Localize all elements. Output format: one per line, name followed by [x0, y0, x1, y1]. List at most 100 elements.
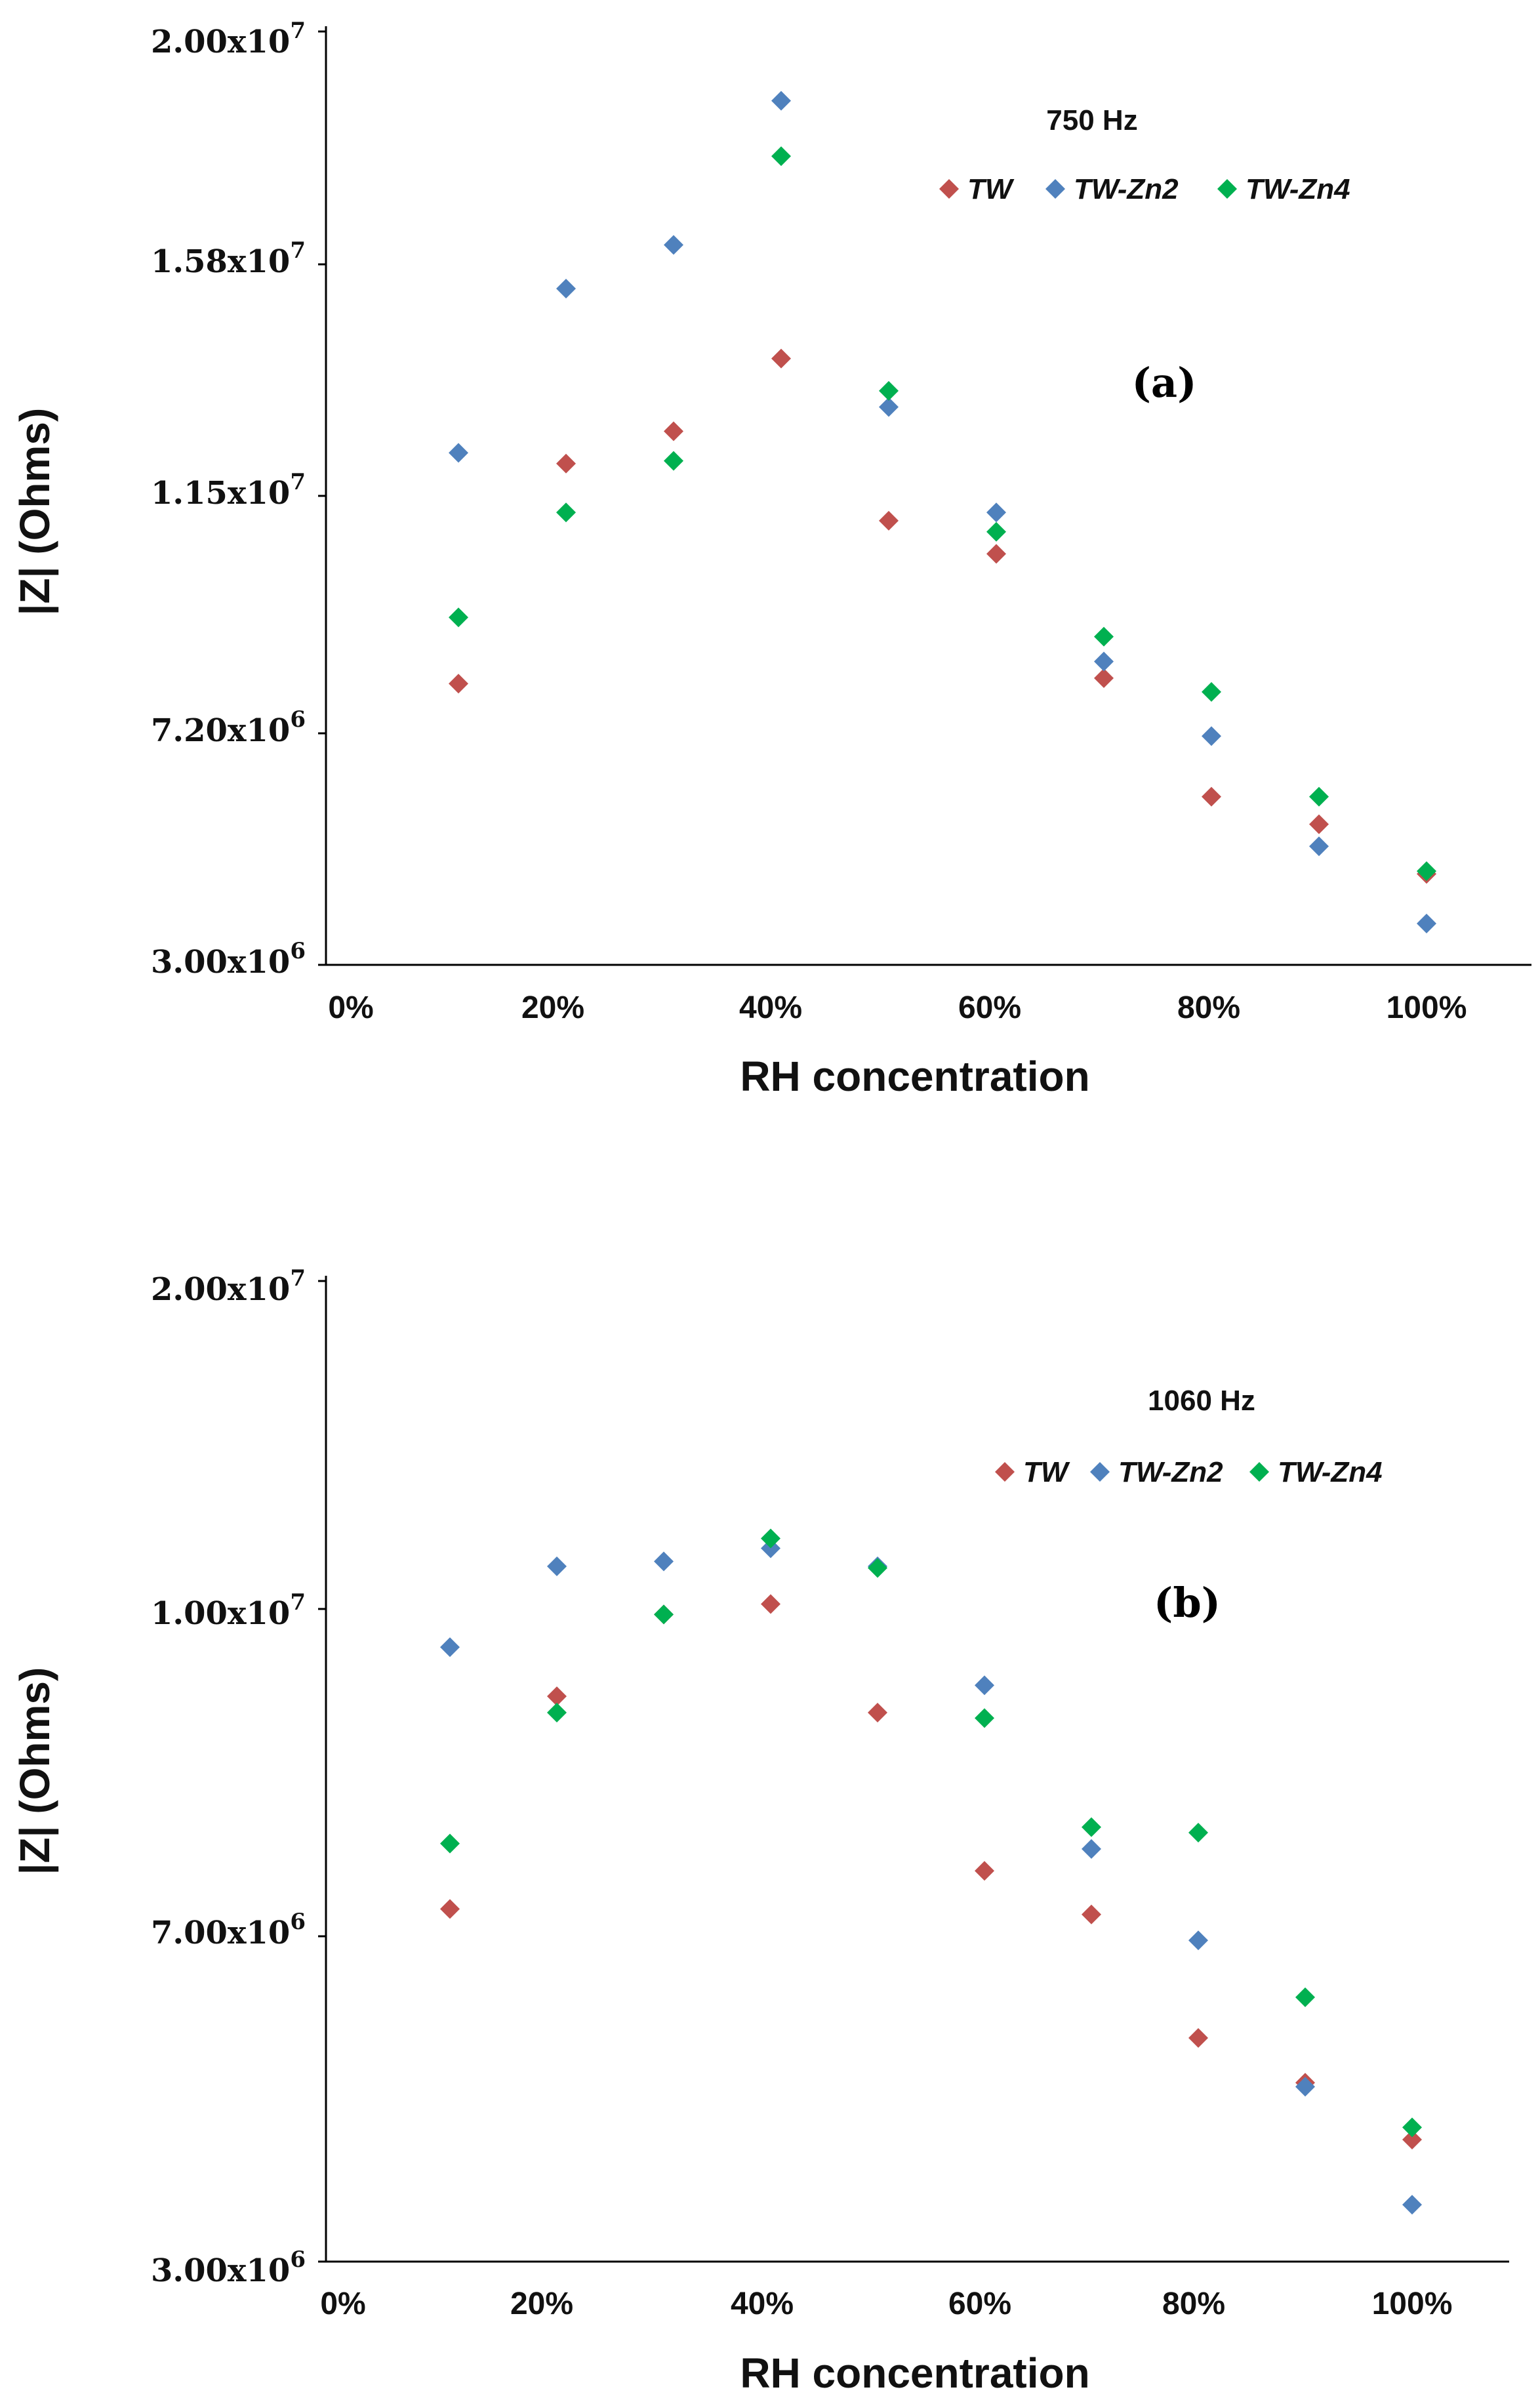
y-tick-label: 1.00x107 [151, 1589, 306, 1632]
frequency-annotation-a: 750 Hz [1046, 104, 1137, 136]
data-point-tw [771, 348, 791, 369]
panel-label-a: (a) [1132, 359, 1197, 407]
data-point-tw-zn2 [654, 1551, 674, 1572]
data-point-tw-zn4 [449, 607, 468, 628]
x-axis-title-a: RH concentration [740, 1053, 1089, 1100]
data-point-tw-zn4 [664, 451, 683, 471]
legend-label-tw: TW [967, 173, 1015, 205]
data-point-tw-zn2 [1417, 913, 1436, 933]
y-tick-label: 2.00x107 [151, 1265, 306, 1308]
legend-label-tw-zn4: TW-Zn4 [1278, 1456, 1383, 1488]
x-tick-label: 20% [521, 990, 584, 1025]
data-point-tw-zn2 [556, 278, 576, 298]
y-ticks-a: 3.00x106 7.20x106 1.15x107 1.58x107 2.00… [151, 18, 326, 981]
data-point-tw [1402, 2130, 1422, 2149]
x-ticks-b: 0% 20% 40% 60% 80% 100% [320, 2287, 1452, 2321]
x-tick-label: 20% [510, 2287, 573, 2321]
data-point-tw-zn4 [1202, 681, 1221, 702]
data-point-tw [1309, 814, 1329, 834]
chart-panel-a: 3.00x106 7.20x106 1.15x107 1.58x107 2.00… [11, 18, 1531, 1100]
data-point-tw-zn4 [1417, 861, 1436, 882]
data-point-tw-zn4 [771, 146, 791, 167]
x-tick-label: 40% [731, 2287, 794, 2321]
frequency-annotation-b: 1060 Hz [1148, 1385, 1255, 1417]
data-point-tw [1082, 1904, 1101, 1924]
data-point-tw [547, 1686, 567, 1707]
data-point-tw-zn2 [1188, 1930, 1208, 1951]
x-tick-label: 40% [739, 990, 802, 1025]
data-point-tw [986, 544, 1006, 564]
data-point-tw [664, 421, 683, 441]
data-point-tw-zn2 [1202, 726, 1221, 746]
x-tick-label: 0% [328, 990, 373, 1025]
data-point-tw [556, 453, 576, 474]
data-point-tw-zn4 [440, 1833, 460, 1854]
x-axis-title-b: RH concentration [740, 2349, 1089, 2397]
legend-marker-tw-zn4 [1217, 179, 1237, 199]
data-point-tw-zn4 [761, 1528, 780, 1549]
data-point-tw [1202, 786, 1221, 807]
data-point-tw-zn4 [986, 521, 1006, 542]
data-point-tw-zn4 [1188, 1822, 1208, 1842]
data-point-tw-zn2 [771, 91, 791, 111]
data-point-tw-zn2 [1094, 651, 1114, 672]
y-axis-title-b: |Z| (Ohms) [11, 1667, 59, 1875]
legend-marker-tw [939, 179, 959, 199]
x-tick-label: 100% [1372, 2287, 1453, 2321]
data-points-b [440, 1528, 1422, 2215]
data-point-tw-zn4 [547, 1703, 567, 1723]
data-point-tw-zn2 [440, 1637, 460, 1658]
data-point-tw [1188, 2028, 1208, 2048]
data-point-tw [868, 1703, 887, 1723]
data-point-tw-zn2 [547, 1556, 567, 1576]
x-ticks-a: 0% 20% 40% 60% 80% 100% [328, 990, 1467, 1025]
data-point-tw-zn4 [975, 1708, 994, 1728]
data-points-a [449, 91, 1436, 933]
data-point-tw-zn4 [879, 380, 899, 401]
legend-label-tw-zn4: TW-Zn4 [1246, 173, 1350, 205]
data-point-tw [449, 674, 468, 694]
data-point-tw [1094, 668, 1114, 688]
x-tick-label: 80% [1162, 2287, 1225, 2321]
data-point-tw [975, 1861, 994, 1881]
data-point-tw-zn4 [1402, 2117, 1422, 2138]
data-point-tw-zn2 [1295, 2077, 1315, 2097]
legend-marker-tw [995, 1462, 1015, 1482]
x-tick-label: 60% [948, 2287, 1011, 2321]
legend-label-tw: TW [1023, 1456, 1070, 1488]
data-point-tw-zn2 [879, 397, 899, 417]
data-point-tw-zn4 [556, 502, 576, 523]
data-point-tw-zn4 [1094, 626, 1114, 647]
data-point-tw-zn4 [868, 1558, 887, 1578]
y-ticks-b: 3.00x106 7.00x106 1.00x107 2.00x107 [151, 1265, 326, 2289]
y-axis-title-a: |Z| (Ohms) [11, 408, 59, 616]
legend-label-tw-zn2: TW-Zn2 [1118, 1456, 1223, 1488]
y-tick-label: 7.20x106 [151, 706, 306, 749]
data-point-tw-zn2 [1402, 2195, 1422, 2215]
legend-marker-tw-zn2 [1090, 1462, 1110, 1482]
x-tick-label: 100% [1387, 990, 1467, 1025]
x-tick-label: 60% [958, 990, 1021, 1025]
chart-panel-b: 3.00x106 7.00x106 1.00x107 2.00x107 0% 2… [11, 1265, 1509, 2397]
data-point-tw-zn2 [664, 235, 683, 255]
data-point-tw-zn4 [1309, 786, 1329, 807]
legend-marker-tw-zn4 [1249, 1462, 1269, 1482]
data-point-tw-zn4 [654, 1604, 674, 1625]
legend-marker-tw-zn2 [1045, 179, 1065, 199]
x-tick-label: 0% [320, 2287, 365, 2321]
data-point-tw [879, 510, 899, 531]
y-tick-label: 7.00x106 [151, 1909, 306, 1951]
y-tick-label: 1.58x107 [151, 237, 306, 280]
data-point-tw-zn4 [1295, 1987, 1315, 2007]
x-tick-label: 80% [1177, 990, 1240, 1025]
legend-b: TW TW-Zn2 TW-Zn4 [995, 1456, 1383, 1488]
y-tick-label: 2.00x107 [151, 18, 306, 60]
data-point-tw-zn2 [1082, 1839, 1101, 1859]
data-point-tw-zn2 [449, 443, 468, 463]
data-point-tw [761, 1594, 780, 1614]
data-point-tw [440, 1899, 460, 1919]
legend-a: TW TW-Zn2 TW-Zn4 [939, 173, 1350, 205]
legend-label-tw-zn2: TW-Zn2 [1074, 173, 1179, 205]
y-tick-label: 3.00x106 [151, 938, 306, 981]
